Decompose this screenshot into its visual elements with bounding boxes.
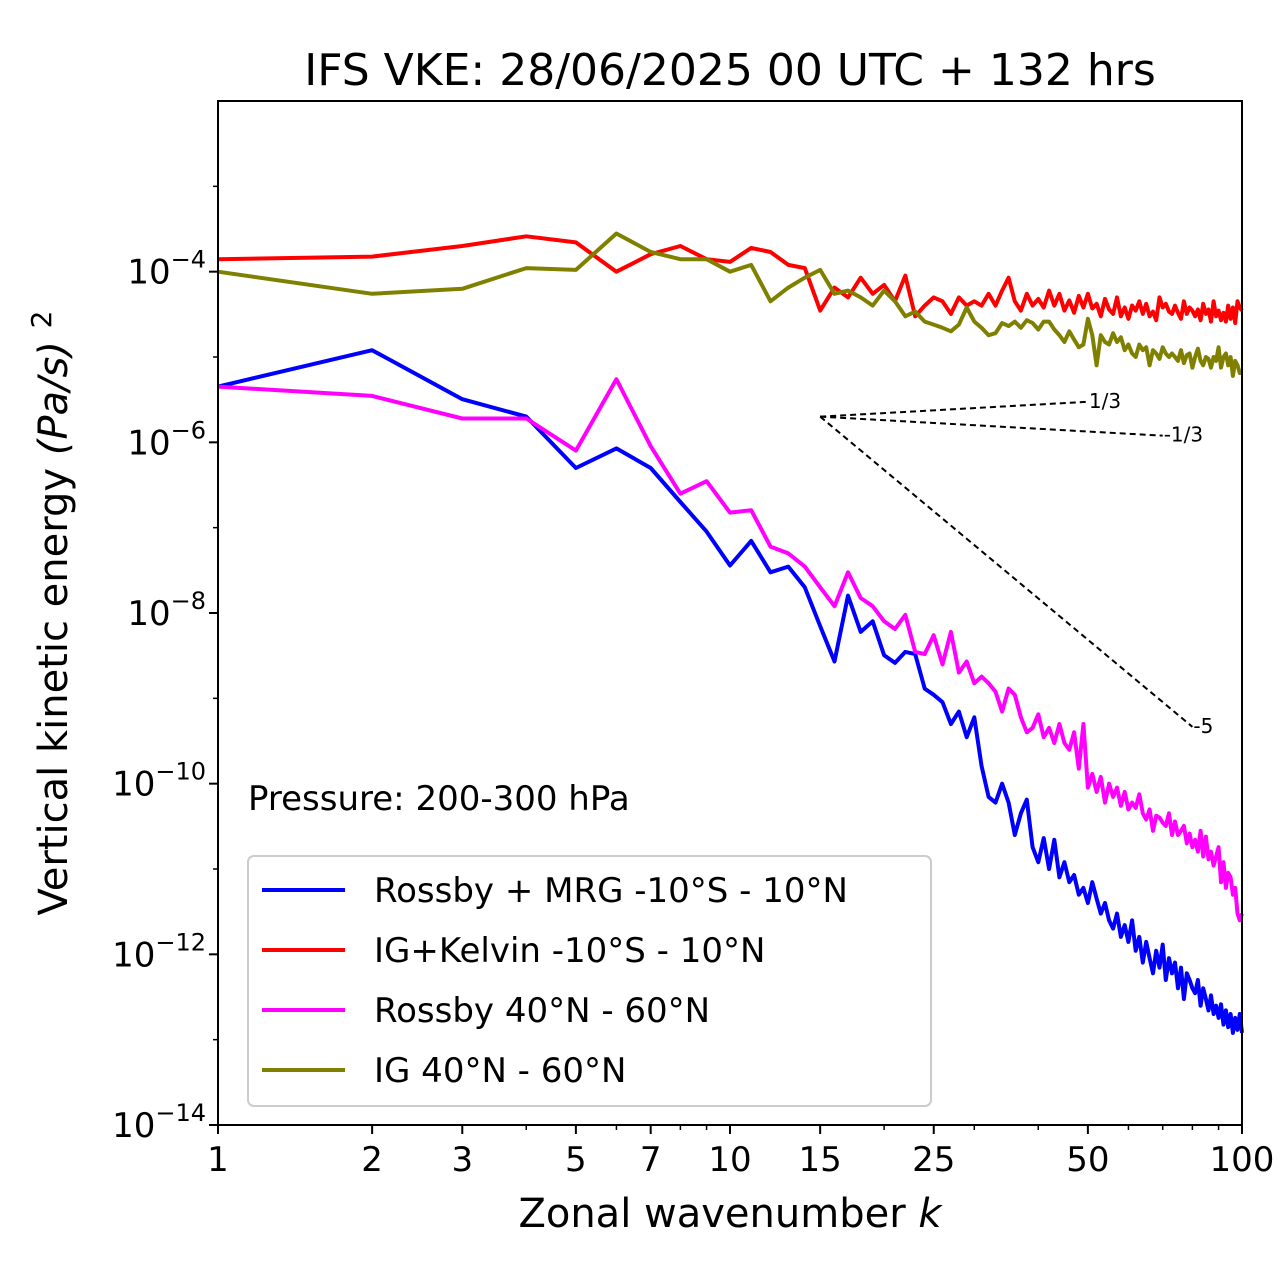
x-tick-label: 50 <box>1066 1140 1109 1180</box>
legend-label-1: Rossby + MRG -10°S - 10°N <box>374 871 848 911</box>
y-axis-label-unit: (Pa/s) <box>31 341 77 455</box>
series-line-1 <box>217 348 1244 1035</box>
x-axis-label: Zonal wavenumber k <box>518 1191 943 1237</box>
reference-slope-label-3: -5 <box>1193 714 1213 738</box>
reference-slope-line-2 <box>820 415 1163 437</box>
reference-slope-line-1 <box>820 400 1088 418</box>
legend-label-3: Rossby 40°N - 60°N <box>374 991 710 1031</box>
y-axis-label-text: Vertical kinetic energy <box>31 468 77 916</box>
legend-box <box>247 855 932 1107</box>
x-tick-label: 5 <box>565 1140 587 1180</box>
reference-slope-lines: 1/3 -1/3 -5 <box>819 389 1213 738</box>
x-tick-label: 25 <box>912 1140 955 1180</box>
series-line-3 <box>217 377 1244 923</box>
x-tick-label: 3 <box>451 1140 473 1180</box>
y-tick-label: 10−6 <box>127 416 206 463</box>
reference-slope-label-2: -1/3 <box>1164 423 1203 447</box>
y-tick-label: 10−4 <box>127 246 206 293</box>
series-line-4 <box>217 231 1242 378</box>
reference-slope-label-1: 1/3 <box>1089 389 1121 413</box>
legend: Rossby + MRG -10°S - 10°N IG+Kelvin -10°S… <box>247 855 932 1107</box>
x-axis-label-variable: k <box>918 1191 943 1237</box>
x-axis-label-text: Zonal wavenumber <box>518 1191 906 1237</box>
y-axis-ticks: 10−4 10−6 10−8 10−10 10−12 10−14 <box>112 185 218 1146</box>
legend-items: Rossby + MRG -10°S - 10°N IG+Kelvin -10°S… <box>262 871 848 1091</box>
pressure-annotation: Pressure: 200-300 hPa <box>248 779 630 819</box>
x-tick-label: 10 <box>708 1140 751 1180</box>
x-tick-label: 100 <box>1210 1140 1275 1180</box>
plot-lines <box>217 231 1244 1035</box>
x-tick-label: 1 <box>207 1140 229 1180</box>
reference-slope-line-3 <box>819 415 1194 728</box>
y-tick-label: 10−10 <box>112 758 206 805</box>
x-tick-label: 15 <box>799 1140 842 1180</box>
series-line-2 <box>217 234 1244 325</box>
legend-label-2: IG+Kelvin -10°S - 10°N <box>374 931 765 971</box>
y-tick-label: 10−8 <box>127 587 206 634</box>
y-tick-label: 10−14 <box>112 1099 206 1146</box>
x-tick-label: 7 <box>640 1140 662 1180</box>
legend-label-4: IG 40°N - 60°N <box>374 1051 626 1091</box>
x-tick-label: 2 <box>361 1140 383 1180</box>
x-axis-ticks: 1 2 3 5 7 10 15 25 50 100 <box>207 1125 1274 1180</box>
y-axis-label-unit-exponent: 2 <box>25 311 58 329</box>
chart-title: IFS VKE: 28/06/2025 00 UTC + 132 hrs <box>304 45 1156 96</box>
y-axis-label: Vertical kinetic energy (Pa/s) 2 <box>25 311 77 916</box>
y-tick-label: 10−12 <box>112 928 206 975</box>
